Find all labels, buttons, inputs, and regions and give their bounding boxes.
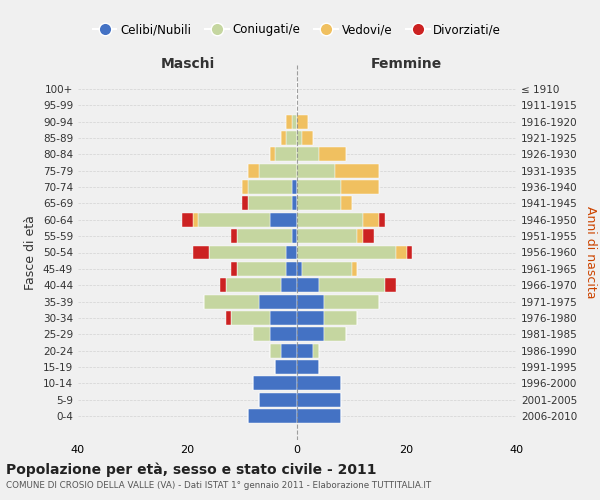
Bar <box>292 229 297 243</box>
Bar <box>297 213 362 226</box>
Y-axis label: Fasce di età: Fasce di età <box>25 215 37 290</box>
Bar <box>226 278 281 292</box>
Bar <box>297 294 325 308</box>
Bar <box>182 213 193 226</box>
Bar <box>297 262 302 276</box>
Bar <box>193 213 199 226</box>
Bar <box>232 229 237 243</box>
Bar <box>325 311 357 325</box>
Bar <box>297 392 341 406</box>
Bar <box>297 311 325 325</box>
Bar <box>281 278 297 292</box>
Bar <box>248 180 292 194</box>
Bar <box>292 196 297 210</box>
Bar <box>269 344 281 357</box>
Bar <box>319 148 346 162</box>
Bar <box>259 164 297 177</box>
Bar <box>407 246 412 260</box>
Bar <box>297 164 335 177</box>
Bar <box>242 180 248 194</box>
Y-axis label: Anni di nascita: Anni di nascita <box>584 206 597 298</box>
Bar <box>297 344 313 357</box>
Bar <box>226 311 232 325</box>
Bar <box>297 328 325 341</box>
Bar <box>292 180 297 194</box>
Bar <box>237 229 292 243</box>
Bar <box>297 376 341 390</box>
Bar <box>319 278 385 292</box>
Text: Maschi: Maschi <box>160 57 215 71</box>
Bar <box>281 344 297 357</box>
Bar <box>362 229 374 243</box>
Bar <box>253 376 297 390</box>
Bar <box>269 311 297 325</box>
Bar <box>362 213 379 226</box>
Bar <box>335 164 379 177</box>
Bar <box>286 246 297 260</box>
Bar <box>297 360 319 374</box>
Bar <box>253 328 269 341</box>
Bar <box>259 294 297 308</box>
Bar <box>232 311 269 325</box>
Bar <box>248 164 259 177</box>
Legend: Celibi/Nubili, Coniugati/e, Vedovi/e, Divorziati/e: Celibi/Nubili, Coniugati/e, Vedovi/e, Di… <box>88 18 506 41</box>
Bar <box>297 278 319 292</box>
Bar <box>269 328 297 341</box>
Bar <box>242 196 248 210</box>
Bar <box>341 196 352 210</box>
Bar <box>275 148 297 162</box>
Bar <box>237 262 286 276</box>
Bar <box>297 229 357 243</box>
Bar <box>281 131 286 145</box>
Bar <box>193 246 209 260</box>
Bar <box>341 180 379 194</box>
Bar <box>385 278 395 292</box>
Bar <box>297 148 319 162</box>
Bar <box>248 196 292 210</box>
Bar <box>297 180 341 194</box>
Bar <box>325 294 379 308</box>
Bar <box>286 262 297 276</box>
Bar <box>297 131 302 145</box>
Bar <box>302 131 313 145</box>
Bar <box>302 262 352 276</box>
Bar <box>220 278 226 292</box>
Bar <box>297 246 395 260</box>
Bar <box>292 114 297 128</box>
Bar <box>204 294 259 308</box>
Bar <box>352 262 357 276</box>
Bar <box>269 213 297 226</box>
Bar <box>313 344 319 357</box>
Bar <box>357 229 363 243</box>
Bar <box>232 262 237 276</box>
Bar <box>209 246 286 260</box>
Bar <box>286 131 297 145</box>
Bar <box>286 114 292 128</box>
Bar <box>248 409 297 423</box>
Text: COMUNE DI CROSIO DELLA VALLE (VA) - Dati ISTAT 1° gennaio 2011 - Elaborazione TU: COMUNE DI CROSIO DELLA VALLE (VA) - Dati… <box>6 481 431 490</box>
Text: Femmine: Femmine <box>371 57 442 71</box>
Bar <box>259 392 297 406</box>
Bar <box>297 409 341 423</box>
Text: Popolazione per età, sesso e stato civile - 2011: Popolazione per età, sesso e stato civil… <box>6 462 377 477</box>
Bar <box>395 246 407 260</box>
Bar <box>379 213 385 226</box>
Bar <box>269 148 275 162</box>
Bar <box>275 360 297 374</box>
Bar <box>325 328 346 341</box>
Bar <box>297 196 341 210</box>
Bar <box>199 213 269 226</box>
Bar <box>297 114 308 128</box>
